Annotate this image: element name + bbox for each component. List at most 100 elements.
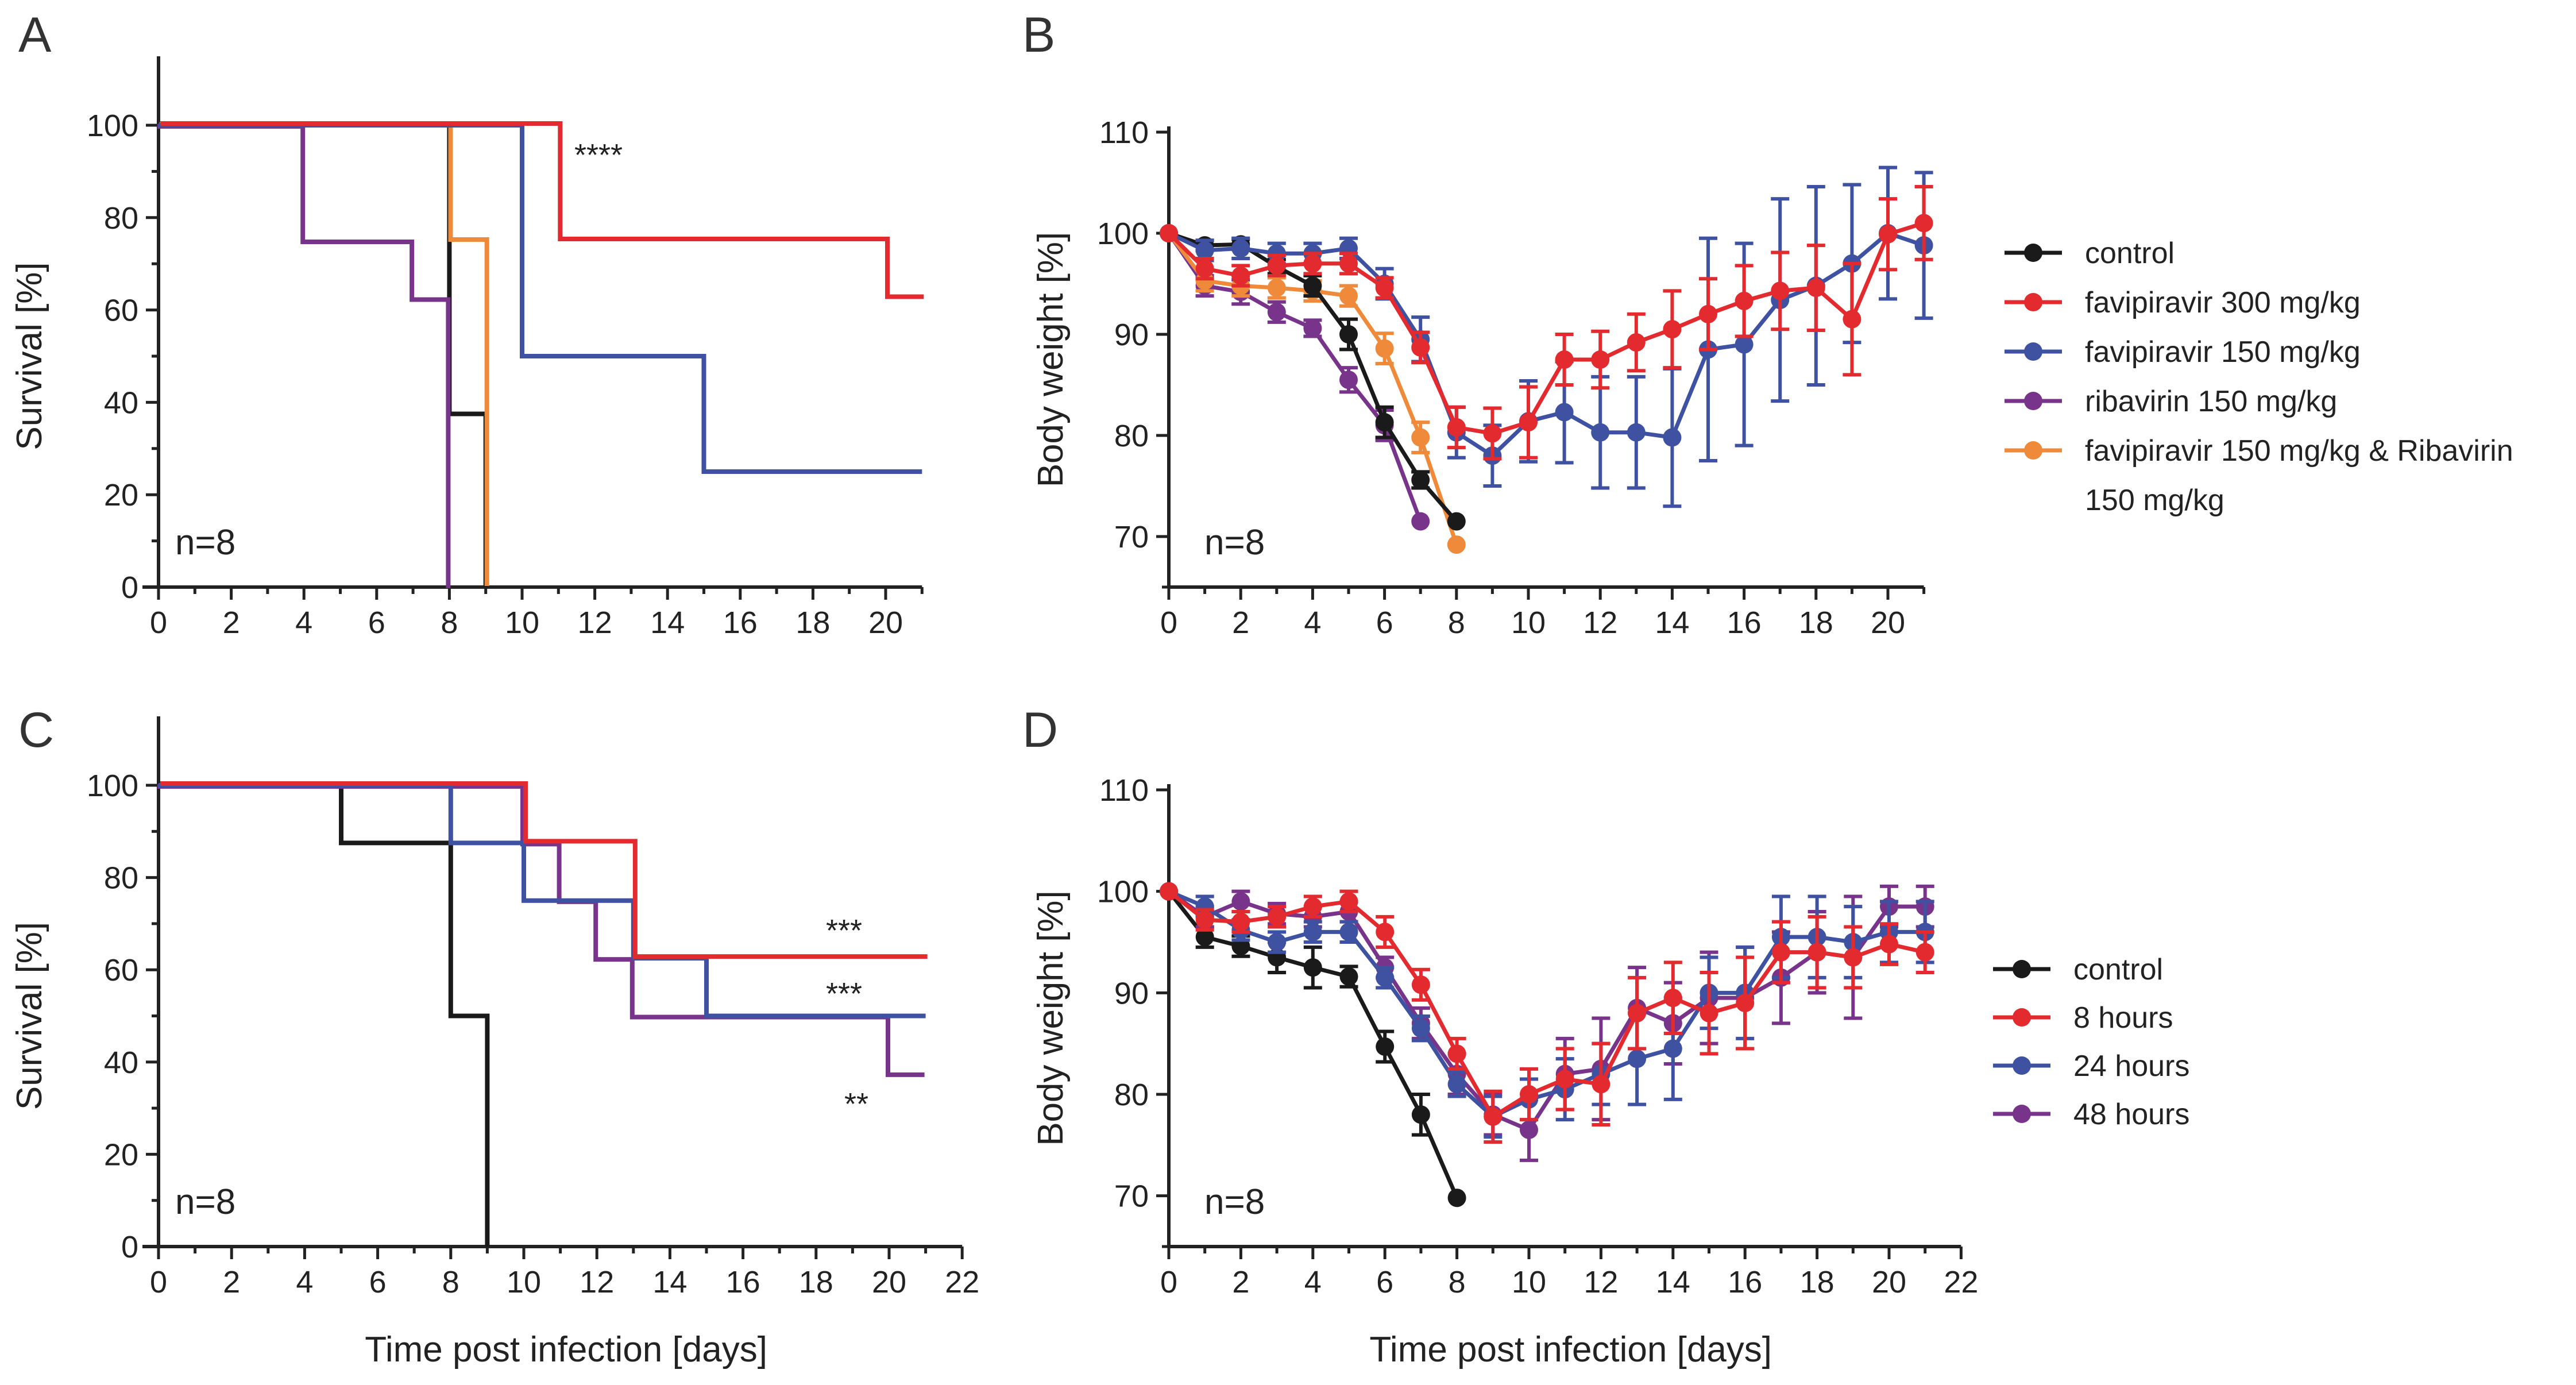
legend-swatch-marker xyxy=(2013,1105,2031,1123)
x-tick-label: 0 xyxy=(1160,1265,1177,1299)
y-tick-label: 100 xyxy=(87,109,138,143)
data-point xyxy=(1303,923,1322,942)
x-tick-label: 14 xyxy=(1656,1265,1690,1299)
data-point xyxy=(1231,892,1250,911)
data-point xyxy=(1447,418,1466,437)
data-point xyxy=(1555,1070,1574,1089)
data-point xyxy=(1411,975,1430,994)
x-tick-label: 22 xyxy=(1944,1265,1978,1299)
data-point xyxy=(1339,325,1358,344)
x-tick-label: 2 xyxy=(223,605,240,640)
x-tick-label: 2 xyxy=(223,1265,240,1299)
data-point xyxy=(1267,279,1286,298)
x-tick-label: 2 xyxy=(1232,605,1249,640)
data-point xyxy=(1339,287,1358,306)
x-tick-label: 20 xyxy=(1872,1265,1906,1299)
x-tick-label: 16 xyxy=(726,1265,760,1299)
y-tick-label: 0 xyxy=(121,1230,138,1264)
data-point xyxy=(1879,225,1897,244)
survival-curve-purple xyxy=(157,124,451,588)
y-tick-label: 100 xyxy=(87,769,138,803)
x-tick-label: 4 xyxy=(296,1265,313,1299)
survival-curve-red xyxy=(160,121,924,299)
data-point xyxy=(1592,1075,1611,1094)
y-axis-title: Body weight [%] xyxy=(1031,232,1071,488)
data-point xyxy=(1303,958,1322,977)
y-axis-title: Body weight [%] xyxy=(1031,890,1071,1146)
data-point xyxy=(1844,948,1863,967)
y-tick-label: 90 xyxy=(1114,318,1149,352)
y-tick-label: 110 xyxy=(1099,115,1149,150)
survival-curve-black xyxy=(159,783,490,1247)
data-point xyxy=(1483,424,1502,443)
x-tick-label: 6 xyxy=(368,605,385,640)
panel-b: 0 2 4 6 8 10 12 14 16 18 20 70 80 90 100 110 Body weight… xyxy=(1022,7,2513,640)
series-red xyxy=(1160,185,1933,461)
y-tick-label: 80 xyxy=(104,201,138,236)
x-tick-label: 8 xyxy=(441,605,458,640)
legend-swatch-marker xyxy=(2013,960,2031,978)
x-tick-label: 6 xyxy=(1376,605,1393,640)
x-tick-label: 10 xyxy=(505,605,539,640)
data-point xyxy=(1339,254,1358,273)
n-count-label: n=8 xyxy=(1204,523,1265,562)
data-point xyxy=(1735,291,1754,310)
data-point xyxy=(1160,224,1178,242)
data-point xyxy=(1628,1004,1647,1023)
survival-curve-red xyxy=(160,781,928,959)
y-tick-label: 90 xyxy=(1114,976,1149,1010)
data-point xyxy=(1375,279,1394,298)
legend-label: favipiravir 150 mg/kg & Ribavirin xyxy=(2085,434,2513,468)
x-tick-label: 16 xyxy=(1727,605,1762,640)
data-point xyxy=(1303,897,1322,916)
data-point xyxy=(1914,214,1933,233)
data-point xyxy=(1700,1004,1718,1023)
data-point xyxy=(1447,512,1466,531)
data-point xyxy=(1520,1120,1538,1139)
data-point xyxy=(1591,350,1610,369)
n-count-label: n=8 xyxy=(175,1182,235,1222)
legend-label: ribavirin 150 mg/kg xyxy=(2085,385,2337,418)
y-tick-label: 100 xyxy=(1097,217,1149,251)
x-tick-label: 16 xyxy=(1728,1265,1762,1299)
data-point xyxy=(1627,333,1646,352)
data-point xyxy=(1806,279,1825,298)
panel-a: 0 2 4 6 8 10 12 14 16 18 20 0 20 40 60 80 100 Survival [%… xyxy=(10,7,924,640)
series-red xyxy=(1160,882,1934,1144)
data-point xyxy=(1339,967,1358,986)
panel-letter: D xyxy=(1022,703,1058,758)
y-tick-label: 60 xyxy=(104,294,138,328)
data-point xyxy=(1484,1107,1503,1126)
data-point xyxy=(1808,943,1826,962)
x-tick-label: 20 xyxy=(1871,605,1905,640)
data-point xyxy=(1195,928,1214,947)
legend-label: favipiravir 150 mg/kg xyxy=(2085,335,2361,369)
panel-letter: C xyxy=(18,703,54,758)
x-tick-label: 22 xyxy=(945,1265,979,1299)
x-axis-title: Time post infection [days] xyxy=(1369,1330,1772,1369)
series-blue xyxy=(1160,165,1933,508)
significance-annotation: *** xyxy=(826,913,862,948)
data-point xyxy=(1843,310,1861,329)
x-tick-label: 12 xyxy=(1583,605,1617,640)
data-point xyxy=(1268,907,1287,926)
data-point xyxy=(1628,1050,1647,1068)
data-point xyxy=(1376,968,1395,987)
x-tick-label: 18 xyxy=(795,605,830,640)
y-tick-label: 40 xyxy=(104,1045,138,1080)
data-point xyxy=(1267,303,1286,322)
x-tick-label: 20 xyxy=(872,1265,906,1299)
x-tick-label: 14 xyxy=(650,605,685,640)
significance-annotation: *** xyxy=(826,977,862,1011)
x-tick-label: 10 xyxy=(507,1265,541,1299)
data-point xyxy=(1303,254,1322,273)
data-point xyxy=(1663,320,1682,339)
legend-swatch-marker xyxy=(2024,392,2042,410)
x-tick-label: 14 xyxy=(1655,605,1689,640)
legend-label: 24 hours xyxy=(2073,1050,2189,1083)
legend-swatch-marker xyxy=(2024,293,2042,311)
data-point xyxy=(1411,1105,1430,1124)
y-tick-label: 20 xyxy=(104,478,138,512)
x-axis-title: Time post infection [days] xyxy=(365,1330,767,1369)
